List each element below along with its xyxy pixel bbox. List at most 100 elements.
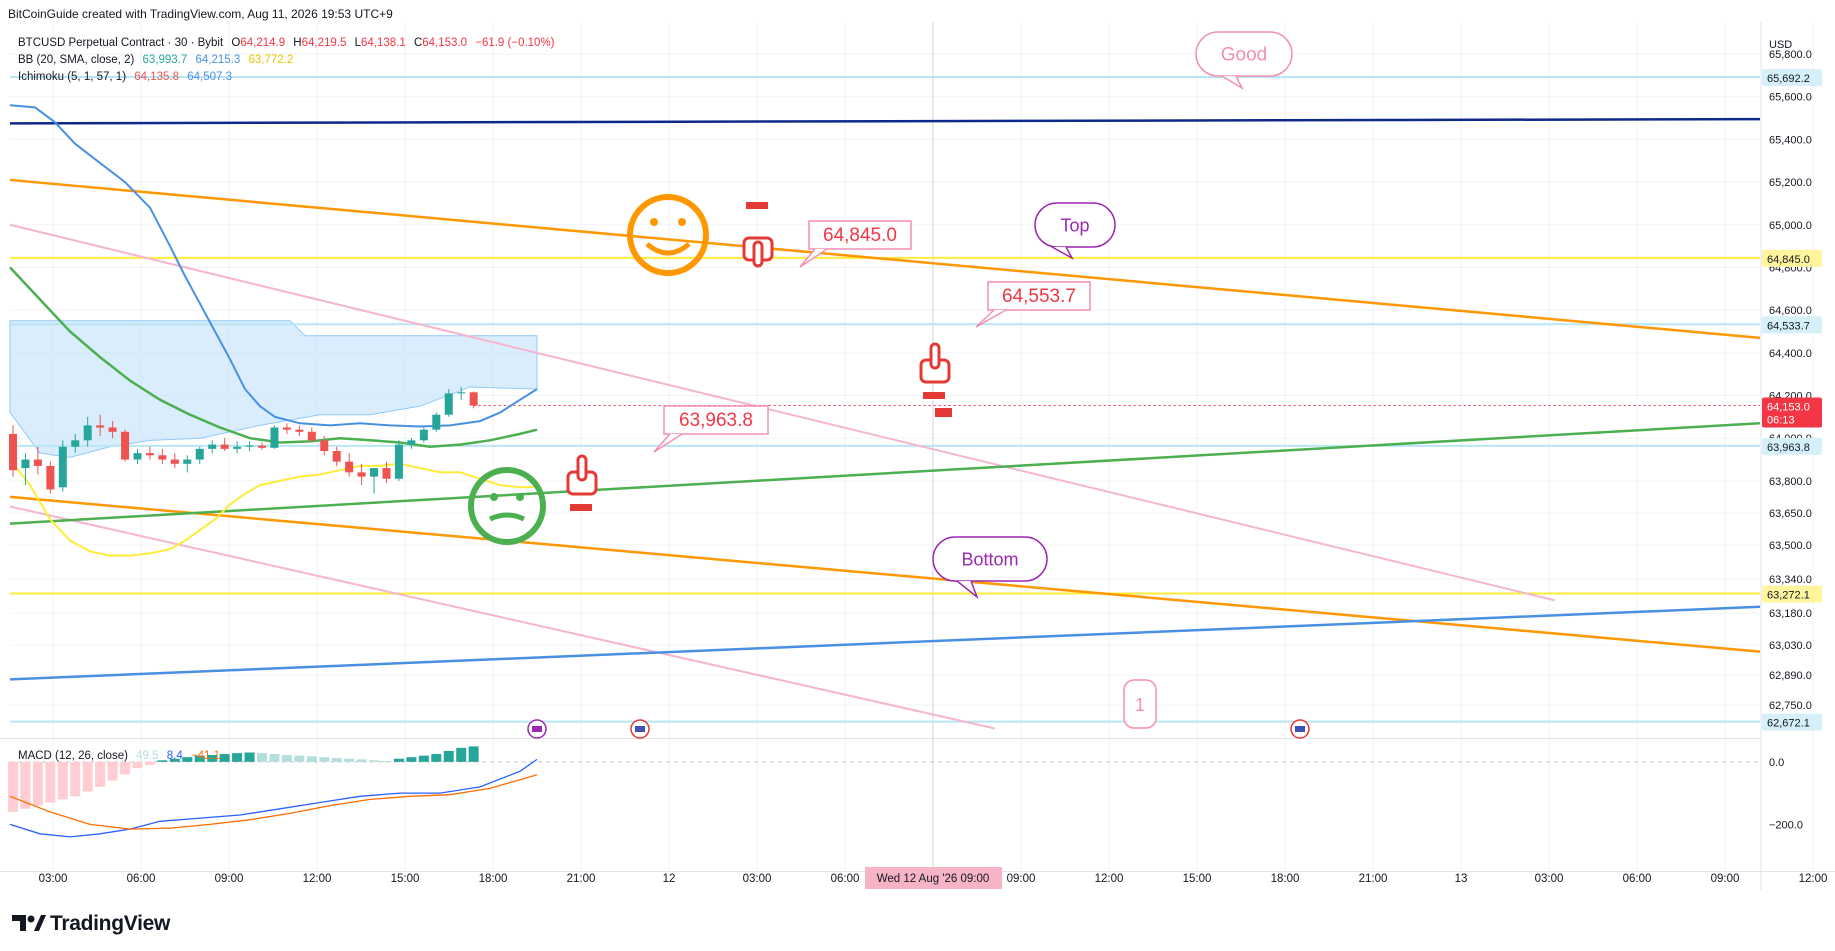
candle-body xyxy=(270,427,279,448)
pink-trendline-upper xyxy=(9,223,1556,602)
candle-body xyxy=(469,392,478,406)
price-label-text: 64,845.0 xyxy=(1767,254,1810,266)
candle-body xyxy=(245,445,254,447)
bb-legend[interactable]: BB (20, SMA, close, 2) 63,993.7 64,215.3… xyxy=(18,52,560,69)
macd-pane xyxy=(8,746,538,838)
price-tick-label: 63,500.0 xyxy=(1769,540,1812,552)
candle-body xyxy=(96,425,105,428)
price-label-text: 63,963.8 xyxy=(1767,442,1810,454)
candle-body xyxy=(133,453,142,460)
candle-body xyxy=(295,429,304,432)
price-label-box xyxy=(1762,585,1822,603)
candle-body xyxy=(419,429,428,441)
symbol-legend[interactable]: BTCUSD Perpetual Contract · 30 · Bybit O… xyxy=(18,35,560,52)
candle-body xyxy=(370,468,379,477)
macd-signal-line xyxy=(9,774,538,830)
macd-legend[interactable]: MACD (12, 26, close) 49.5 8.4 −41.1 xyxy=(18,750,225,762)
callout-top-label: Top xyxy=(1060,215,1089,235)
callout-bottom-label: Bottom xyxy=(961,549,1018,569)
macd-histogram-bar xyxy=(207,755,218,762)
macd-histogram-bar xyxy=(132,761,143,769)
macd-histogram-bar xyxy=(381,760,392,762)
pointing-hand-icon-finger xyxy=(576,454,588,482)
bb-basis-line xyxy=(9,266,538,448)
macd-histogram-bar xyxy=(281,755,292,762)
callout-top-tail xyxy=(1051,246,1074,260)
green-support-line xyxy=(9,422,1761,525)
candle-body xyxy=(407,440,416,445)
time-tick-label: 03:00 xyxy=(1535,873,1564,885)
time-tick-label: 18:00 xyxy=(1271,873,1300,885)
price-tick-label: 62,750.0 xyxy=(1769,700,1812,712)
candle-body xyxy=(345,461,354,473)
price-tick-label: 64,400.0 xyxy=(1769,348,1812,360)
sad-face-mouth xyxy=(488,512,526,522)
macd-histogram-bar xyxy=(120,761,131,775)
happy-face-eye xyxy=(650,218,658,226)
time-tick-label: 09:00 xyxy=(215,873,244,885)
time-tick-label: 06:00 xyxy=(831,873,860,885)
callout-good-label: Good xyxy=(1221,45,1267,66)
macd-histogram-bar xyxy=(319,757,330,762)
macd-histogram-bar xyxy=(219,754,230,762)
bb-upper-line xyxy=(9,104,538,428)
candle-body xyxy=(282,427,291,430)
macd-histogram-bar xyxy=(182,757,193,762)
macd-signal-value: −41.1 xyxy=(190,750,221,762)
price-tick-label: 63,650.0 xyxy=(1769,508,1812,520)
price-label-text: 65,692.2 xyxy=(1767,73,1810,85)
bb-label: BB (20, SMA, close, 2) xyxy=(18,54,135,66)
time-tick-label: 12 xyxy=(663,873,676,885)
price-label-box xyxy=(1762,316,1822,334)
callout-good-bubble xyxy=(1195,31,1293,77)
price-tick-label: 65,200.0 xyxy=(1769,177,1812,189)
price-label-box xyxy=(1762,437,1822,455)
candle-body xyxy=(320,440,329,451)
ohlc-low: L64,138.1 xyxy=(354,37,406,49)
pink-trendline-lower xyxy=(9,505,996,730)
macd-histogram-bar xyxy=(244,752,255,762)
candle-body xyxy=(457,392,466,394)
candle-body xyxy=(170,459,179,464)
price-label-box xyxy=(1762,69,1822,87)
time-tick-label: 21:00 xyxy=(567,873,596,885)
price-tick-label: 65,600.0 xyxy=(1769,92,1812,104)
pointing-hand-icon-cuff xyxy=(570,504,592,511)
note-64553-text: 64,553.7 xyxy=(1002,286,1076,307)
candle-body xyxy=(307,431,316,441)
price-tick-label: 62,890.0 xyxy=(1769,670,1812,682)
navy-resistance-line xyxy=(9,117,1761,125)
macd-histogram-bar xyxy=(306,756,317,762)
macd-histogram-bar xyxy=(194,755,205,762)
time-tick-label: 12:00 xyxy=(1799,873,1828,885)
candle-body xyxy=(108,427,117,432)
note-64553-box xyxy=(987,281,1091,311)
macd-histogram-bar xyxy=(331,758,342,762)
macd-histogram-bar xyxy=(57,761,68,800)
candle-body xyxy=(258,445,266,448)
candle-body xyxy=(432,414,441,430)
tradingview-logo[interactable]: TradingView xyxy=(12,912,170,936)
ichimoku-legend[interactable]: Ichimoku (5, 1, 57, 1) 64,135.8 64,507.3 xyxy=(18,69,560,86)
sad-face-icon xyxy=(468,467,546,545)
time-axis[interactable]: 03:00 06:00 09:00 12:00 15:00 18:00 21:00 12 03:… xyxy=(39,867,1828,889)
ichimoku-value-2: 64,507.3 xyxy=(187,71,232,83)
ohlc-open: O64,214.9 xyxy=(231,37,286,49)
symbol-title: BTCUSD Perpetual Contract · 30 · Bybit xyxy=(18,37,224,49)
macd-line xyxy=(9,758,538,838)
callout-bottom-tail xyxy=(956,580,979,600)
callout-good-tail xyxy=(1221,75,1244,90)
price-tick-label: 63,800.0 xyxy=(1769,476,1812,488)
time-tick-label: 03:00 xyxy=(39,873,68,885)
macd-histogram-bar xyxy=(107,761,118,781)
macd-histogram-bar xyxy=(32,761,43,806)
bb-lower: 63,772.2 xyxy=(248,54,294,66)
time-tick-label: 12:00 xyxy=(303,873,332,885)
macd-label: MACD (12, 26, close) xyxy=(18,750,128,762)
candle-body xyxy=(208,444,217,449)
macd-histogram-bar xyxy=(82,761,93,792)
event-icon-mark xyxy=(532,726,542,732)
macd-histogram-bar xyxy=(344,758,355,762)
